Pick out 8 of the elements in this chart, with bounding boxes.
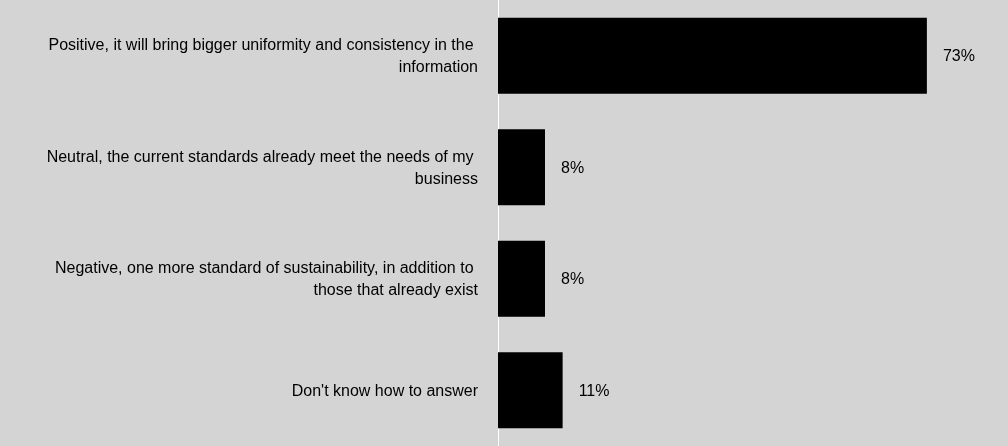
data-label: 73% [942,47,975,65]
data-label: 8% [561,158,585,176]
y-tick-label: Neutral, the current standards already meet the needs of my business [46,147,478,187]
data-label: 11% [578,381,610,399]
y-tick-label: Don't know how to answer [291,381,479,399]
y-tick-label: Positive, it will bring bigger uniformity and consistency in the information [48,36,478,76]
data-label: 8% [561,270,585,288]
y-tick-label: Negative, one more standard of sustainability, in addition to those that already exist [54,259,479,299]
